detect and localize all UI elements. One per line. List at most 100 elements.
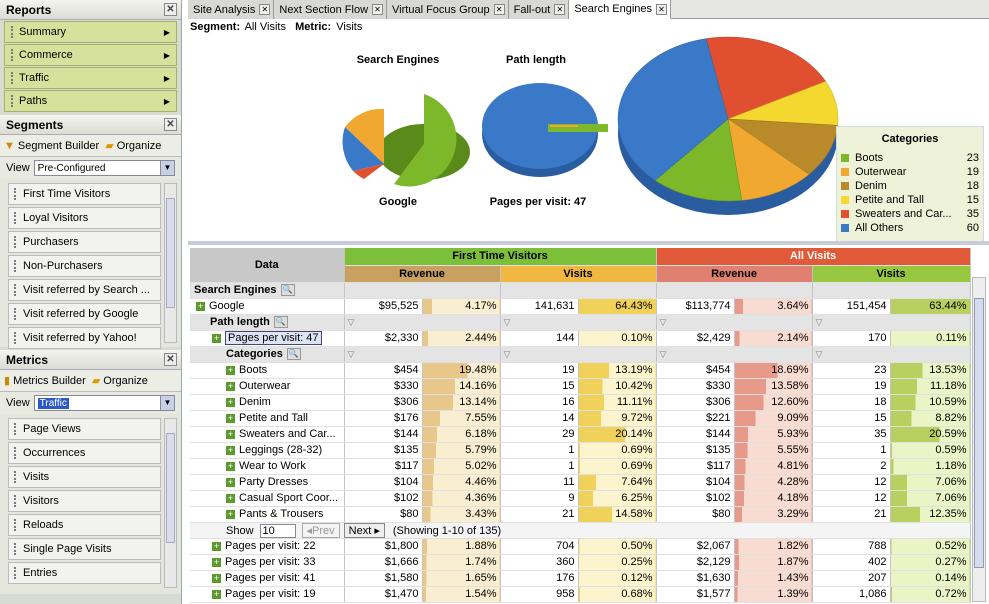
category-row[interactable]: + Party Dresses $104 4.46% 11 7.64% $104 4.28% 1… <box>190 474 971 491</box>
legend-item[interactable]: Denim 18 <box>841 179 979 193</box>
expand-icon[interactable]: + <box>226 428 235 439</box>
metrics-builder-button[interactable]: ▮ Metrics Builder <box>4 374 86 388</box>
expand-icon[interactable]: + <box>212 572 221 583</box>
ppv-row-label[interactable]: + Pages per visit: 41 <box>190 570 345 587</box>
col-header-visits[interactable]: Visits <box>500 265 657 283</box>
ppv-row[interactable]: + Pages per visit: 22 $1,800 1.88% 704 0.50% $… <box>190 538 971 555</box>
legend-item[interactable]: Petite and Tall 15 <box>841 193 979 207</box>
close-icon[interactable]: ✕ <box>554 4 566 15</box>
tab-search-engines[interactable]: Search Engines ✕ <box>569 0 672 19</box>
close-icon[interactable]: ✕ <box>493 4 505 15</box>
legend-item[interactable]: Outerwear 19 <box>841 165 979 179</box>
pie-slice-boots[interactable] <box>654 118 743 202</box>
ppv-row-label[interactable]: + Pages per visit: 33 <box>190 554 345 571</box>
close-icon[interactable]: ✕ <box>259 4 271 15</box>
path-length-row-label[interactable]: Path length 🔍 <box>190 314 345 331</box>
organize-button[interactable]: ▰ Organize <box>91 374 148 388</box>
metrics-view-select[interactable]: Traffic ▼ <box>33 395 175 411</box>
search-icon[interactable]: 🔍 <box>273 316 288 329</box>
metric-item[interactable]: Page Views <box>8 418 161 440</box>
col-header-revenue[interactable]: Revenue <box>344 265 501 283</box>
expand-icon[interactable]: + <box>226 380 235 391</box>
tab-virtual-focus-group[interactable]: Virtual Focus Group ✕ <box>387 0 509 19</box>
category-row[interactable]: + Pants & Trousers $80 3.43% 21 14.58% $80 3.29… <box>190 506 971 523</box>
metric-item[interactable]: Visits <box>8 466 161 488</box>
category-row-label[interactable]: + Casual Sport Coor... <box>190 490 345 507</box>
report-nav-paths[interactable]: Paths ▶ <box>4 90 177 112</box>
segment-item[interactable]: Loyal Visitors <box>8 207 161 229</box>
expand-icon[interactable]: + <box>212 556 221 567</box>
grid-scrollbar[interactable] <box>972 277 986 602</box>
category-row-label[interactable]: + Party Dresses <box>190 474 345 491</box>
category-row-label[interactable]: + Outerwear <box>190 378 345 395</box>
metric-item[interactable]: Entries <box>8 562 161 584</box>
segment-value[interactable]: All Visits <box>244 21 286 33</box>
category-row[interactable]: + Denim $306 13.14% 16 11.11% $306 12.60% 18 10.5… <box>190 394 971 411</box>
close-icon[interactable]: ✕ <box>164 3 177 16</box>
expand-icon[interactable]: + <box>226 508 235 519</box>
search-icon[interactable]: 🔍 <box>286 348 301 361</box>
report-nav-traffic[interactable]: Traffic ▶ <box>4 67 177 89</box>
search-engines-row-label[interactable]: Search Engines 🔍 <box>190 282 345 299</box>
segments-scrollbar[interactable] <box>164 183 177 343</box>
segment-item[interactable]: Visit referred by Google <box>8 303 161 325</box>
expand-icon[interactable]: + <box>226 444 235 455</box>
category-row-label[interactable]: + Wear to Work <box>190 458 345 475</box>
segment-item[interactable]: Visit referred by Yahoo! <box>8 327 161 349</box>
close-icon[interactable]: ✕ <box>164 118 177 131</box>
close-icon[interactable]: ✕ <box>656 3 668 15</box>
category-row-label[interactable]: + Sweaters and Car... <box>190 426 345 443</box>
categories-row-label[interactable]: Categories 🔍 <box>190 346 345 363</box>
metric-item[interactable]: Visitors <box>8 490 161 512</box>
ppv47-row-label[interactable]: + Pages per visit: 47 <box>190 330 345 347</box>
category-row-label[interactable]: + Leggings (28-32) <box>190 442 345 459</box>
category-row[interactable]: + Leggings (28-32) $135 5.79% 1 0.69% $135 5.55… <box>190 442 971 459</box>
category-row[interactable]: + Sweaters and Car... $144 6.18% 29 20.14% $14… <box>190 426 971 443</box>
legend-item[interactable]: All Others 60 <box>841 221 979 235</box>
report-nav-commerce[interactable]: Commerce ▶ <box>4 44 177 66</box>
expand-icon[interactable]: + <box>196 300 205 311</box>
expand-icon[interactable]: + <box>226 492 235 503</box>
search-icon[interactable]: 🔍 <box>280 284 295 297</box>
ppv-row[interactable]: + Pages per visit: 19 $1,470 1.54% 958 0.68% $… <box>190 586 971 603</box>
metric-value[interactable]: Visits <box>336 21 363 33</box>
search-engines-pie[interactable] <box>342 94 470 187</box>
splitter-handle[interactable] <box>188 241 989 245</box>
expand-icon[interactable]: + <box>226 412 235 423</box>
expand-icon[interactable]: + <box>212 588 221 599</box>
segment-item[interactable]: Visit referred by Search ... <box>8 279 161 301</box>
path-length-pie[interactable] <box>482 83 608 177</box>
category-row[interactable]: + Petite and Tall $176 7.55% 14 9.72% $221 9.09… <box>190 410 971 427</box>
pie-slice-all-others[interactable] <box>617 38 729 181</box>
expand-icon[interactable]: + <box>212 540 221 551</box>
google-row[interactable]: + Google $95,525 4.17% 141,631 64.43% $113,774… <box>190 298 971 315</box>
segment-item[interactable]: First Time Visitors <box>8 183 161 205</box>
segment-builder-button[interactable]: ▼ Segment Builder <box>4 139 100 152</box>
expand-icon[interactable]: + <box>226 364 235 375</box>
metric-item[interactable]: Single Page Visits <box>8 538 161 560</box>
category-row[interactable]: + Wear to Work $117 5.02% 1 0.69% $117 4.81% 2 1.… <box>190 458 971 475</box>
category-row-label[interactable]: + Petite and Tall <box>190 410 345 427</box>
tab-next-section-flow[interactable]: Next Section Flow ✕ <box>274 0 388 19</box>
col-header-revenue[interactable]: Revenue <box>656 265 813 283</box>
expand-icon[interactable]: + <box>212 332 221 343</box>
google-row-label[interactable]: + Google <box>190 298 345 315</box>
expand-icon[interactable]: + <box>226 476 235 487</box>
close-icon[interactable]: ✕ <box>164 353 177 366</box>
prev-button[interactable]: ◂Prev <box>301 522 340 537</box>
expand-icon[interactable]: + <box>226 460 235 471</box>
report-nav-summary[interactable]: Summary ▶ <box>4 21 177 43</box>
category-row-label[interactable]: + Boots <box>190 362 345 379</box>
ppv-row-label[interactable]: + Pages per visit: 22 <box>190 538 345 555</box>
metric-item[interactable]: Occurrences <box>8 442 161 464</box>
ppv-row-label[interactable]: + Pages per visit: 19 <box>190 586 345 603</box>
categories-pie[interactable] <box>617 36 839 215</box>
category-row[interactable]: + Outerwear $330 14.16% 15 10.42% $330 13.58% 19… <box>190 378 971 395</box>
segment-item[interactable]: Purchasers <box>8 231 161 253</box>
category-row[interactable]: + Casual Sport Coor... $102 4.36% 9 6.25% $102… <box>190 490 971 507</box>
page-size-select[interactable]: 10 <box>259 523 296 537</box>
category-row[interactable]: + Boots $454 19.48% 19 13.19% $454 18.69% 23 13.5… <box>190 362 971 379</box>
segment-item[interactable]: Non-Purchasers <box>8 255 161 277</box>
legend-item[interactable]: Boots 23 <box>841 151 979 165</box>
ppv47-row[interactable]: + Pages per visit: 47 $2,330 2.44% 144 0.10% $… <box>190 330 971 347</box>
